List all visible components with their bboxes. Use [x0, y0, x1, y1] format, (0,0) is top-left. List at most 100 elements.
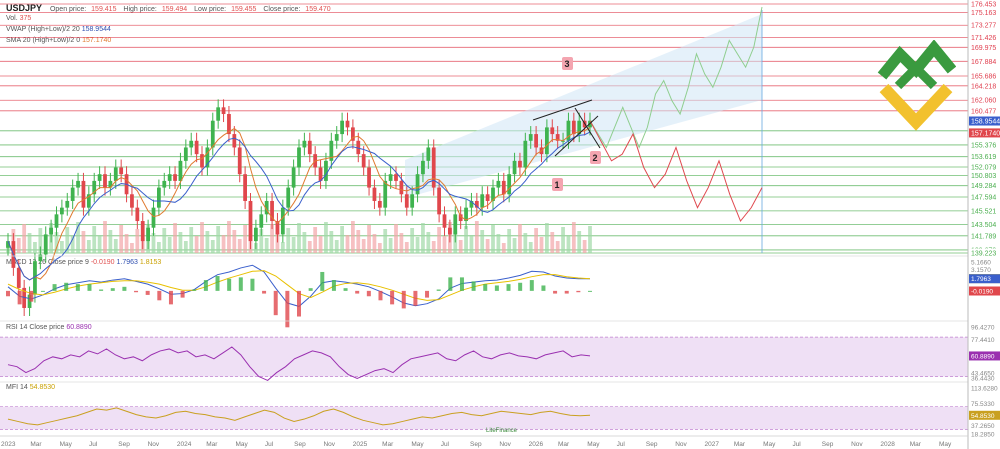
volume-bar: [135, 229, 140, 253]
volume-bar: [404, 242, 409, 253]
time-tick-label: Mar: [734, 441, 746, 448]
time-tick-label: 2024: [177, 441, 192, 448]
volume-bar: [324, 222, 328, 253]
candle-body: [399, 180, 404, 195]
candle-body: [377, 200, 382, 208]
candle-body: [6, 241, 10, 248]
time-tick-label: Nov: [323, 441, 335, 448]
candle-body: [65, 200, 70, 208]
level-label-bg: [969, 81, 1000, 91]
tick-label: 96.4270: [971, 325, 995, 332]
candle-body: [426, 147, 431, 161]
volume-bar: [431, 241, 436, 253]
candle-body: [189, 140, 194, 148]
macd-hist-bar: [564, 290, 569, 294]
volume-bar: [437, 227, 441, 253]
volume-bar: [81, 231, 86, 253]
volume-bar: [167, 237, 172, 253]
candle-body: [453, 214, 458, 235]
tick-tag-bg: [969, 410, 1000, 420]
level-label-bg: [969, 8, 1000, 18]
close-label: Close price:: [263, 6, 301, 13]
time-tick-label: Sep: [294, 441, 306, 448]
volume-bar: [243, 225, 247, 253]
sma-line: [7, 126, 591, 281]
low-label: Low price:: [194, 6, 227, 13]
volume-bar: [280, 242, 285, 253]
level-label-bg: [969, 140, 1000, 150]
pattern-line: [574, 107, 601, 149]
candle-body: [70, 187, 75, 201]
vol-value: 375: [19, 15, 32, 22]
candle-body: [275, 221, 280, 235]
time-tick-label: May: [236, 441, 249, 448]
candle-body: [167, 174, 172, 181]
candle-body: [97, 174, 102, 181]
volume-bar: [361, 239, 366, 253]
right-price-axis[interactable]: 176.453 175.163 173.277 171.426 169.975 167.8…: [967, 0, 1000, 449]
macd-label: MACD 12 26 Close price 9: [6, 259, 89, 266]
macd-hist-bar: [425, 290, 430, 298]
volume-bar: [162, 228, 167, 253]
volume-bar: [130, 243, 134, 253]
candle-body: [448, 227, 452, 235]
wave-marker-badge: [552, 178, 563, 191]
candle-body: [577, 120, 582, 135]
level-label: 173.277: [971, 23, 996, 30]
candle-body: [512, 160, 517, 175]
level-label: 150.803: [971, 173, 996, 180]
volume-bar: [275, 233, 280, 253]
volume-bar: [383, 229, 388, 253]
volume-bar: [334, 240, 339, 253]
volume-bar: [577, 231, 582, 253]
volume-bar: [183, 241, 188, 253]
level-label-bg: [969, 248, 1000, 258]
volume-bar: [119, 225, 124, 253]
volume-bar: [216, 226, 221, 253]
candle-body: [178, 160, 183, 181]
time-tick-label: Sep: [646, 441, 658, 448]
macd-hist-bar: [483, 284, 488, 291]
level-label: 176.453: [971, 1, 996, 8]
volume-bars: [6, 221, 592, 253]
level-label-bg: [969, 0, 1000, 9]
macd-hist-bar: [122, 286, 127, 291]
time-axis[interactable]: 2023 Mar May Jul Sep Nov 2024 Mar May Jul Sep Nov 20…: [0, 435, 968, 448]
tick-label: 75.5330: [971, 401, 995, 408]
level-label-bg: [969, 206, 1000, 216]
volume-bar: [70, 236, 75, 253]
macd-hist-bar: [29, 290, 34, 302]
volume-bar: [523, 233, 528, 253]
volume-bar: [318, 236, 323, 253]
level-label-bg: [969, 162, 1000, 172]
macd-legend: MACD 12 26 Close price 9 -0.0190 1.7963 …: [6, 259, 161, 266]
time-tick-label: 2025: [353, 441, 368, 448]
candle-body: [566, 120, 571, 141]
macd-hist-bar: [518, 282, 523, 291]
volume-bar: [458, 240, 463, 253]
time-tick-label: Jul: [792, 441, 801, 448]
time-tick-label: Mar: [910, 441, 922, 448]
tick-label: 43.4650: [971, 371, 995, 378]
moving-averages: [7, 126, 591, 281]
channel-band: [405, 14, 762, 198]
level-label: 139.223: [971, 250, 996, 257]
volume-bar: [555, 241, 560, 253]
candle-body: [216, 107, 221, 121]
volume-bar: [474, 221, 479, 253]
macd-hist-bar: [75, 284, 80, 291]
volume-bar: [491, 225, 495, 253]
macd-hist-bar: [192, 289, 197, 291]
volume-bar: [512, 238, 517, 253]
level-label: 160.477: [971, 108, 996, 115]
tick-label: 3.1570: [971, 267, 991, 274]
mfi-legend: MFI 14 54.8530: [6, 384, 55, 391]
macd-hist-bar: [390, 290, 395, 305]
wave-marker-badge: [590, 151, 601, 164]
low-value: 159.455: [231, 6, 257, 13]
candle-body: [49, 227, 53, 235]
candle-body: [259, 214, 264, 228]
candle-body: [469, 200, 474, 208]
level-label: 152.079: [971, 164, 996, 171]
